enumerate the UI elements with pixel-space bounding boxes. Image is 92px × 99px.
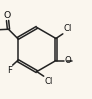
Text: Cl: Cl — [45, 77, 53, 86]
Text: O: O — [4, 11, 11, 20]
Text: F: F — [7, 66, 12, 75]
Text: O: O — [64, 56, 71, 65]
Text: Cl: Cl — [64, 24, 72, 33]
